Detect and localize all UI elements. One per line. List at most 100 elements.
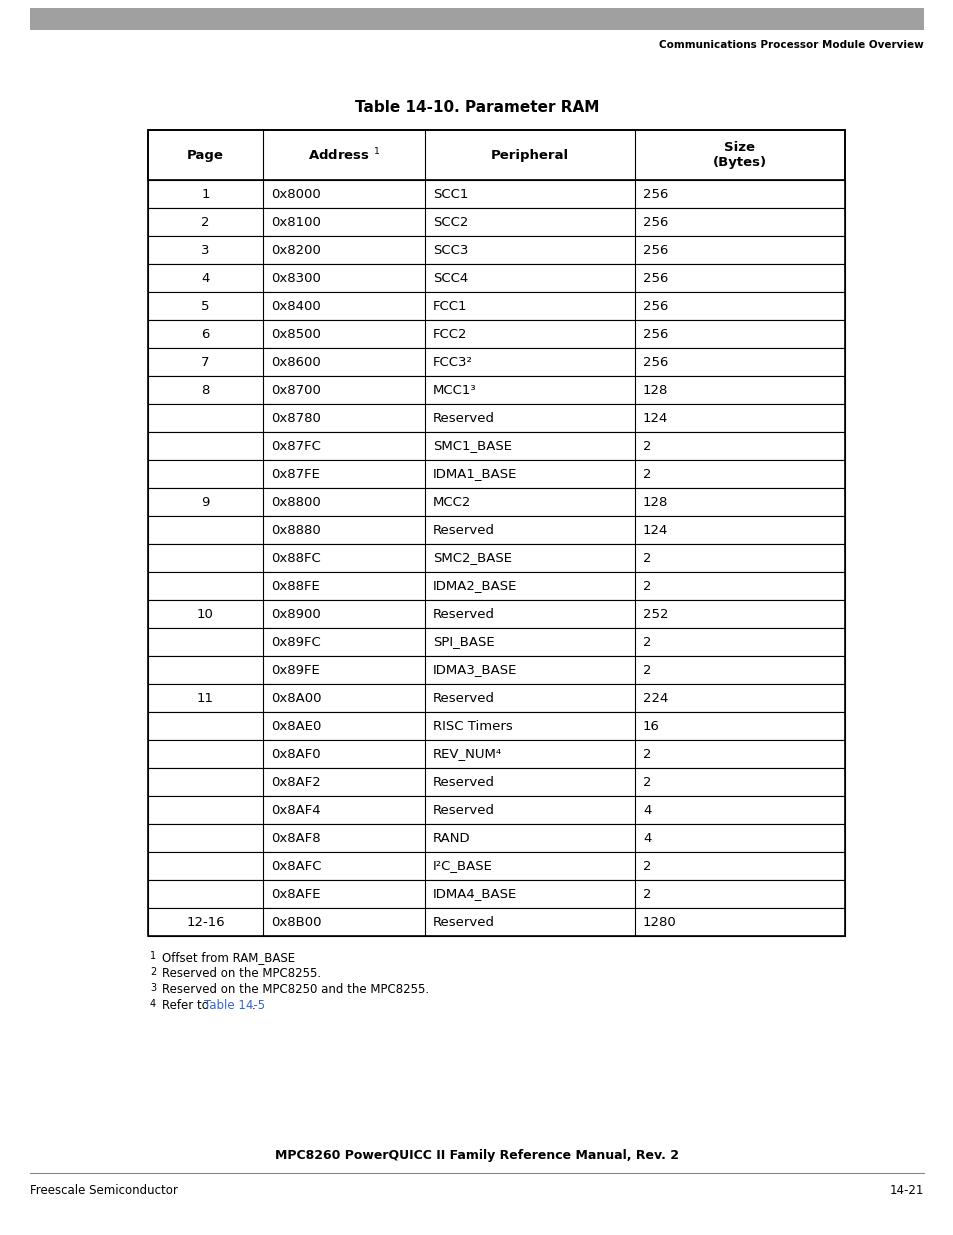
Text: 256: 256 xyxy=(642,272,668,284)
Bar xyxy=(148,207,844,236)
Text: 0x87FE: 0x87FE xyxy=(271,468,319,480)
Bar xyxy=(148,516,844,543)
Text: 0x8000: 0x8000 xyxy=(271,188,320,200)
Text: 0x8780: 0x8780 xyxy=(271,411,320,425)
Text: 0x8700: 0x8700 xyxy=(271,384,320,396)
Text: Communications Processor Module Overview: Communications Processor Module Overview xyxy=(659,40,923,49)
Text: IDMA1_BASE: IDMA1_BASE xyxy=(433,468,517,480)
Text: Table 14-5: Table 14-5 xyxy=(204,999,265,1011)
Text: 124: 124 xyxy=(642,524,668,536)
Text: 2: 2 xyxy=(642,663,651,677)
Text: .: . xyxy=(251,999,254,1011)
Text: 0x88FC: 0x88FC xyxy=(271,552,320,564)
Text: 2: 2 xyxy=(642,636,651,648)
Text: 0x8500: 0x8500 xyxy=(271,327,320,341)
Text: REV_NUM⁴: REV_NUM⁴ xyxy=(433,747,501,761)
Bar xyxy=(148,348,844,375)
Text: Page: Page xyxy=(187,148,224,162)
Text: 256: 256 xyxy=(642,243,668,257)
Text: IDMA3_BASE: IDMA3_BASE xyxy=(433,663,517,677)
Text: 3: 3 xyxy=(150,983,156,993)
Text: 128: 128 xyxy=(642,384,668,396)
Text: Freescale Semiconductor: Freescale Semiconductor xyxy=(30,1183,177,1197)
Bar xyxy=(148,264,844,291)
Text: SPI_BASE: SPI_BASE xyxy=(433,636,494,648)
Text: 0x87FC: 0x87FC xyxy=(271,440,320,452)
Text: 1: 1 xyxy=(150,951,156,961)
Text: 252: 252 xyxy=(642,608,668,620)
Text: 2: 2 xyxy=(201,215,210,228)
Text: 256: 256 xyxy=(642,356,668,368)
Text: 7: 7 xyxy=(201,356,210,368)
Bar xyxy=(148,797,844,824)
Text: 0x8400: 0x8400 xyxy=(271,300,320,312)
Bar xyxy=(148,629,844,656)
Text: 1: 1 xyxy=(201,188,210,200)
Bar xyxy=(30,7,923,30)
Bar xyxy=(148,740,844,768)
Text: 8: 8 xyxy=(201,384,210,396)
Text: 3: 3 xyxy=(201,243,210,257)
Bar xyxy=(148,656,844,684)
Text: 0x89FE: 0x89FE xyxy=(271,663,319,677)
Text: 0x8AF0: 0x8AF0 xyxy=(271,747,320,761)
Text: 2: 2 xyxy=(642,579,651,593)
Text: 256: 256 xyxy=(642,300,668,312)
Bar xyxy=(148,572,844,600)
Text: 16: 16 xyxy=(642,720,659,732)
Text: 2: 2 xyxy=(642,860,651,872)
Text: 6: 6 xyxy=(201,327,210,341)
Bar xyxy=(148,236,844,264)
Bar xyxy=(148,852,844,881)
Text: 256: 256 xyxy=(642,188,668,200)
Bar xyxy=(148,488,844,516)
Text: Offset from RAM_BASE: Offset from RAM_BASE xyxy=(162,951,294,965)
Text: Reserved: Reserved xyxy=(433,608,495,620)
Text: SCC3: SCC3 xyxy=(433,243,468,257)
Bar xyxy=(148,824,844,852)
Text: Size
(Bytes): Size (Bytes) xyxy=(712,141,766,169)
Text: SCC4: SCC4 xyxy=(433,272,468,284)
Text: 5: 5 xyxy=(201,300,210,312)
Text: Reserved: Reserved xyxy=(433,524,495,536)
Text: SMC1_BASE: SMC1_BASE xyxy=(433,440,512,452)
Text: SCC1: SCC1 xyxy=(433,188,468,200)
Text: MCC1³: MCC1³ xyxy=(433,384,476,396)
Bar xyxy=(148,375,844,404)
Text: 128: 128 xyxy=(642,495,668,509)
Text: 2: 2 xyxy=(150,967,156,977)
Text: FCC1: FCC1 xyxy=(433,300,467,312)
Bar xyxy=(148,404,844,432)
Text: 4: 4 xyxy=(150,999,156,1009)
Text: 0x8B00: 0x8B00 xyxy=(271,915,321,929)
Text: RISC Timers: RISC Timers xyxy=(433,720,512,732)
Bar xyxy=(148,432,844,459)
Text: 0x8300: 0x8300 xyxy=(271,272,320,284)
Bar xyxy=(148,130,844,180)
Text: Reserved: Reserved xyxy=(433,804,495,816)
Text: 9: 9 xyxy=(201,495,210,509)
Text: 10: 10 xyxy=(197,608,213,620)
Text: 11: 11 xyxy=(196,692,213,704)
Text: 2: 2 xyxy=(642,747,651,761)
Text: 0x8A00: 0x8A00 xyxy=(271,692,321,704)
Text: 0x88FE: 0x88FE xyxy=(271,579,319,593)
Text: 0x8AF4: 0x8AF4 xyxy=(271,804,320,816)
Text: Reserved: Reserved xyxy=(433,692,495,704)
Text: MPC8260 PowerQUICC II Family Reference Manual, Rev. 2: MPC8260 PowerQUICC II Family Reference M… xyxy=(274,1149,679,1161)
Text: SCC2: SCC2 xyxy=(433,215,468,228)
Text: 1280: 1280 xyxy=(642,915,676,929)
Text: 124: 124 xyxy=(642,411,668,425)
Text: 0x8880: 0x8880 xyxy=(271,524,320,536)
Text: 2: 2 xyxy=(642,552,651,564)
Text: 2: 2 xyxy=(642,776,651,788)
Text: 256: 256 xyxy=(642,327,668,341)
Text: I²C_BASE: I²C_BASE xyxy=(433,860,493,872)
Text: Reserved: Reserved xyxy=(433,411,495,425)
Bar xyxy=(148,291,844,320)
Text: 256: 256 xyxy=(642,215,668,228)
Text: 4: 4 xyxy=(642,831,651,845)
Text: SMC2_BASE: SMC2_BASE xyxy=(433,552,512,564)
Text: MCC2: MCC2 xyxy=(433,495,471,509)
Bar xyxy=(148,180,844,207)
